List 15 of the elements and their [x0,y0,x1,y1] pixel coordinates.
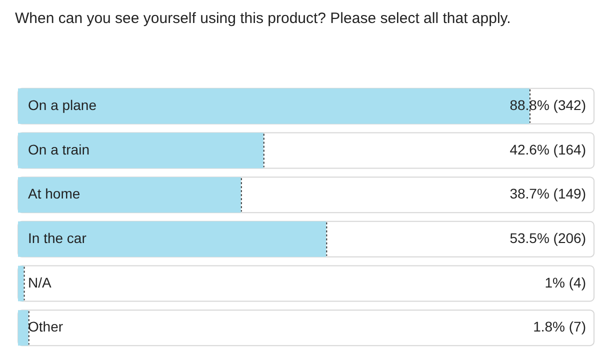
data-label: 1% (4) [544,274,586,290]
data-label: 1.8% (7) [533,318,586,335]
y-tick-label: On a train [28,141,90,158]
bar [18,310,28,346]
bar [18,266,24,302]
y-tick-label: On a plane [28,97,97,114]
y-tick-label: At home [28,186,80,202]
y-tick-label: Other [28,318,64,335]
data-label: 42.6% (164) [510,141,586,158]
y-tick-label: N/A [28,274,52,290]
data-label: 53.5% (206) [510,230,586,246]
data-label: 88.8% (342) [510,97,586,114]
chart-title: When can you see yourself using this product? Please select all that apply. [15,10,511,27]
data-label: 38.7% (149) [510,186,586,202]
y-tick-label: In the car [28,230,87,246]
